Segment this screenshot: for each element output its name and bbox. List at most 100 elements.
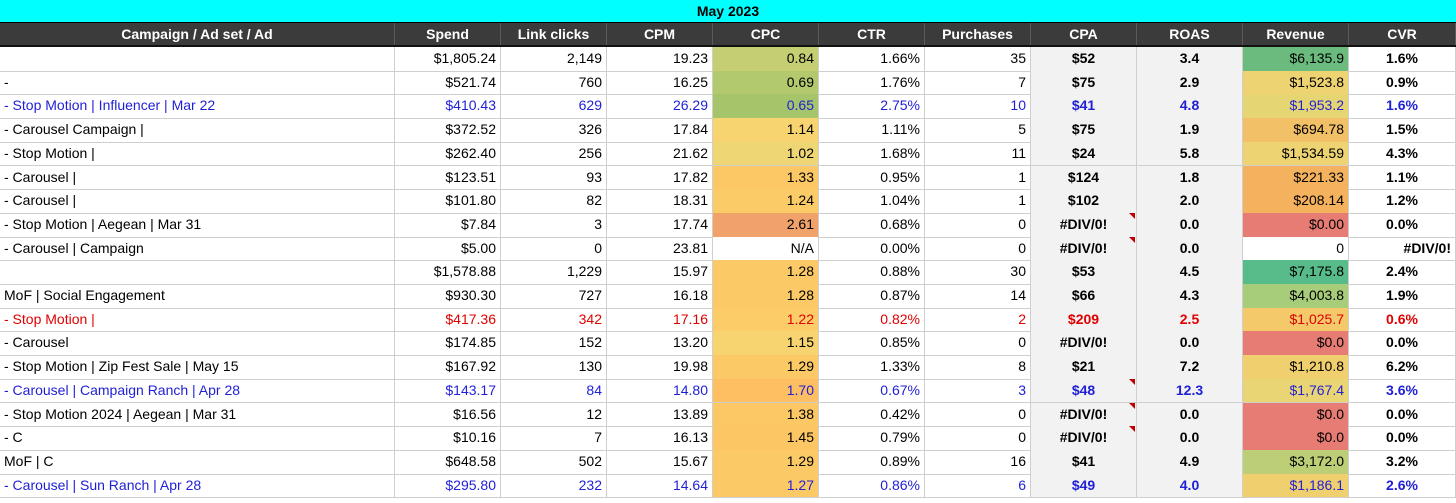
table-row[interactable]: - Carousel | Campaign $5.00 0 23.81 N/A 0.00%…: [0, 236, 1456, 262]
cpc-cell[interactable]: 1.29: [713, 449, 819, 474]
link-clicks-cell[interactable]: 7: [501, 426, 607, 450]
revenue-cell[interactable]: $0.0: [1243, 426, 1349, 450]
purchases-cell[interactable]: 35: [925, 47, 1031, 71]
campaign-name-cell[interactable]: - Stop Motion | Aegean | Mar 31: [0, 212, 395, 237]
spend-cell[interactable]: $143.17: [395, 378, 501, 403]
column-header-cpa[interactable]: CPA: [1031, 23, 1137, 45]
revenue-cell[interactable]: $3,172.0: [1243, 449, 1349, 474]
campaign-name-cell[interactable]: - Carousel: [0, 331, 395, 356]
link-clicks-cell[interactable]: 232: [501, 473, 607, 498]
roas-cell[interactable]: 4.3: [1137, 284, 1243, 308]
cpm-cell[interactable]: 15.97: [607, 260, 713, 284]
link-clicks-cell[interactable]: 326: [501, 118, 607, 142]
spend-cell[interactable]: $16.56: [395, 402, 501, 427]
table-row[interactable]: $1,805.24 2,149 19.23 0.84 1.66% 35 $52 3.4 $6,1…: [0, 47, 1456, 72]
link-clicks-cell[interactable]: 342: [501, 307, 607, 332]
table-row[interactable]: - Stop Motion | Influencer | Mar 22 $410.…: [0, 94, 1456, 120]
table-row[interactable]: - Stop Motion | Aegean | Mar 31 $7.84 3 17.…: [0, 212, 1456, 238]
table-row[interactable]: - Carousel | Campaign Ranch | Apr 28 $143…: [0, 378, 1456, 404]
campaign-name-cell[interactable]: - C: [0, 426, 395, 450]
revenue-cell[interactable]: $1,210.8: [1243, 355, 1349, 379]
spend-cell[interactable]: $10.16: [395, 426, 501, 450]
campaign-name-cell[interactable]: - Stop Motion | Zip Fest Sale | May 15: [0, 355, 395, 379]
ctr-cell[interactable]: 1.66%: [819, 47, 925, 71]
cpm-cell[interactable]: 26.29: [607, 94, 713, 119]
cpc-cell[interactable]: 1.24: [713, 189, 819, 213]
revenue-cell[interactable]: $1,767.4: [1243, 378, 1349, 403]
cvr-cell[interactable]: 1.6%: [1349, 47, 1456, 71]
cpa-cell[interactable]: #DIV/0!: [1031, 426, 1137, 450]
campaign-name-cell[interactable]: - Stop Motion |: [0, 307, 395, 332]
link-clicks-cell[interactable]: 93: [501, 165, 607, 190]
cpm-cell[interactable]: 14.64: [607, 473, 713, 498]
campaign-name-cell[interactable]: MoF | Social Engagement: [0, 284, 395, 308]
cvr-cell[interactable]: 0.0%: [1349, 331, 1456, 356]
roas-cell[interactable]: 0.0: [1137, 212, 1243, 237]
ctr-cell[interactable]: 1.11%: [819, 118, 925, 142]
ctr-cell[interactable]: 2.75%: [819, 94, 925, 119]
revenue-cell[interactable]: $221.33: [1243, 165, 1349, 190]
ctr-cell[interactable]: 0.85%: [819, 331, 925, 356]
roas-cell[interactable]: 3.4: [1137, 47, 1243, 71]
cvr-cell[interactable]: 4.3%: [1349, 141, 1456, 166]
cpm-cell[interactable]: 16.18: [607, 284, 713, 308]
cpa-cell[interactable]: $66: [1031, 284, 1137, 308]
table-row[interactable]: MoF | C $648.58 502 15.67 1.29 0.89% 16 $41 4.9 $…: [0, 449, 1456, 475]
ctr-cell[interactable]: 0.86%: [819, 473, 925, 498]
campaign-name-cell[interactable]: - Carousel | Sun Ranch | Apr 28: [0, 473, 395, 498]
cpa-cell[interactable]: $52: [1031, 47, 1137, 71]
ctr-cell[interactable]: 1.68%: [819, 141, 925, 166]
spend-cell[interactable]: $101.80: [395, 189, 501, 213]
link-clicks-cell[interactable]: 629: [501, 94, 607, 119]
ctr-cell[interactable]: 0.88%: [819, 260, 925, 284]
campaign-name-cell[interactable]: - Stop Motion | Influencer | Mar 22: [0, 94, 395, 119]
purchases-cell[interactable]: 6: [925, 473, 1031, 498]
column-header-cvr[interactable]: CVR: [1349, 23, 1456, 45]
link-clicks-cell[interactable]: 727: [501, 284, 607, 308]
table-row[interactable]: - Carousel | $123.51 93 17.82 1.33 0.95% 1 $124…: [0, 165, 1456, 191]
link-clicks-cell[interactable]: 502: [501, 449, 607, 474]
cvr-cell[interactable]: 0.9%: [1349, 70, 1456, 95]
cpa-cell[interactable]: $41: [1031, 449, 1137, 474]
cpm-cell[interactable]: 19.98: [607, 355, 713, 379]
cpa-cell[interactable]: $75: [1031, 118, 1137, 142]
table-row[interactable]: - Stop Motion | $417.36 342 17.16 1.22 0.82% 2…: [0, 307, 1456, 333]
table-row[interactable]: - Carousel $174.85 152 13.20 1.15 0.85% 0 #DIV/…: [0, 331, 1456, 357]
roas-cell[interactable]: 4.9: [1137, 449, 1243, 474]
purchases-cell[interactable]: 3: [925, 378, 1031, 403]
campaign-name-cell[interactable]: MoF | C: [0, 449, 395, 474]
link-clicks-cell[interactable]: 130: [501, 355, 607, 379]
ctr-cell[interactable]: 0.79%: [819, 426, 925, 450]
revenue-cell[interactable]: $7,175.8: [1243, 260, 1349, 284]
revenue-cell[interactable]: $0.00: [1243, 212, 1349, 237]
purchases-cell[interactable]: 0: [925, 402, 1031, 427]
cpc-cell[interactable]: 1.14: [713, 118, 819, 142]
cpm-cell[interactable]: 21.62: [607, 141, 713, 166]
roas-cell[interactable]: 4.5: [1137, 260, 1243, 284]
cvr-cell[interactable]: 1.1%: [1349, 165, 1456, 190]
spend-cell[interactable]: $648.58: [395, 449, 501, 474]
cpc-cell[interactable]: 1.70: [713, 378, 819, 403]
table-row[interactable]: MoF | Social Engagement $930.30 727 16.18 1.…: [0, 284, 1456, 309]
purchases-cell[interactable]: 1: [925, 189, 1031, 213]
campaign-name-cell[interactable]: [0, 260, 395, 284]
roas-cell[interactable]: 4.0: [1137, 473, 1243, 498]
roas-cell[interactable]: 7.2: [1137, 355, 1243, 379]
spend-cell[interactable]: $262.40: [395, 141, 501, 166]
cvr-cell[interactable]: 3.2%: [1349, 449, 1456, 474]
ctr-cell[interactable]: 0.00%: [819, 236, 925, 261]
spend-cell[interactable]: $930.30: [395, 284, 501, 308]
ctr-cell[interactable]: 0.82%: [819, 307, 925, 332]
spend-cell[interactable]: $123.51: [395, 165, 501, 190]
campaign-name-cell[interactable]: [0, 47, 395, 71]
roas-cell[interactable]: 12.3: [1137, 378, 1243, 403]
link-clicks-cell[interactable]: 152: [501, 331, 607, 356]
campaign-name-cell[interactable]: - Carousel Campaign |: [0, 118, 395, 142]
cvr-cell[interactable]: 0.0%: [1349, 212, 1456, 237]
spend-cell[interactable]: $410.43: [395, 94, 501, 119]
cpm-cell[interactable]: 17.16: [607, 307, 713, 332]
cpm-cell[interactable]: 19.23: [607, 47, 713, 71]
purchases-cell[interactable]: 5: [925, 118, 1031, 142]
campaign-name-cell[interactable]: - Carousel | Campaign Ranch | Apr 28: [0, 378, 395, 403]
cvr-cell[interactable]: 1.5%: [1349, 118, 1456, 142]
